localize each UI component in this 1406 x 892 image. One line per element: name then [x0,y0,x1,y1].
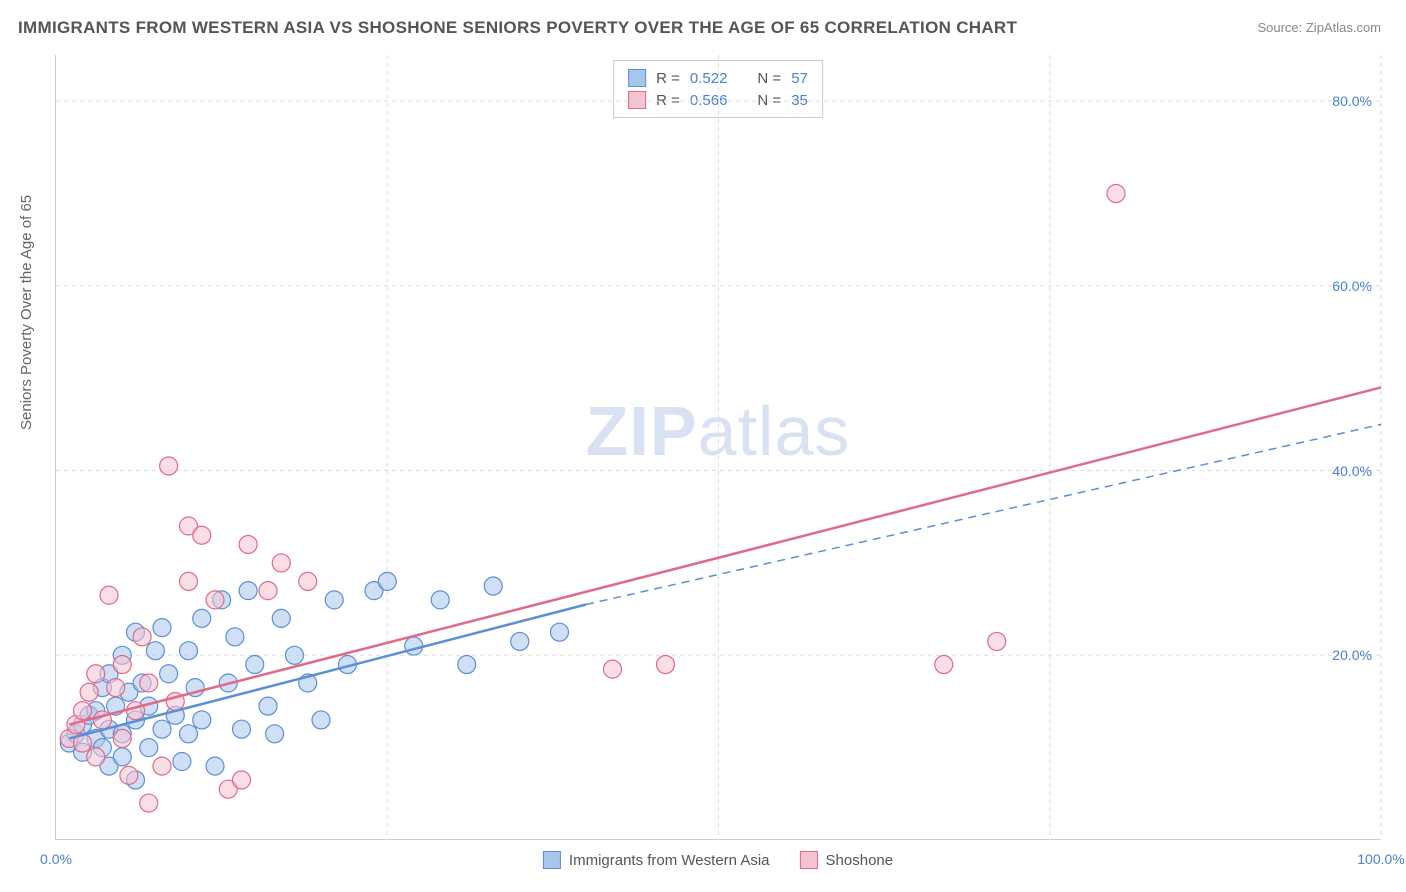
chart-title: IMMIGRANTS FROM WESTERN ASIA VS SHOSHONE… [18,18,1017,38]
y-tick-label: 60.0% [1332,278,1372,294]
legend-label-2: Shoshone [826,852,894,869]
y-tick-label: 40.0% [1332,463,1372,479]
x-tick-label: 100.0% [1357,851,1404,867]
y-tick-label: 80.0% [1332,93,1372,109]
source-credit: Source: ZipAtlas.com [1257,20,1381,35]
swatch-pink [800,851,818,869]
bottom-legend: Immigrants from Western Asia Shoshone [543,851,893,869]
legend-label-1: Immigrants from Western Asia [569,852,770,869]
chart-container: IMMIGRANTS FROM WESTERN ASIA VS SHOSHONE… [0,0,1406,892]
chart-svg [56,55,1380,839]
y-tick-label: 20.0% [1332,647,1372,663]
x-tick-label: 0.0% [40,851,72,867]
y-axis-label: Seniors Poverty Over the Age of 65 [18,195,35,430]
legend-item-1: Immigrants from Western Asia [543,851,770,869]
legend-item-2: Shoshone [800,851,894,869]
plot-area: ZIPatlas R = 0.522 N = 57 R = 0.566 N = … [55,55,1380,840]
swatch-blue [543,851,561,869]
